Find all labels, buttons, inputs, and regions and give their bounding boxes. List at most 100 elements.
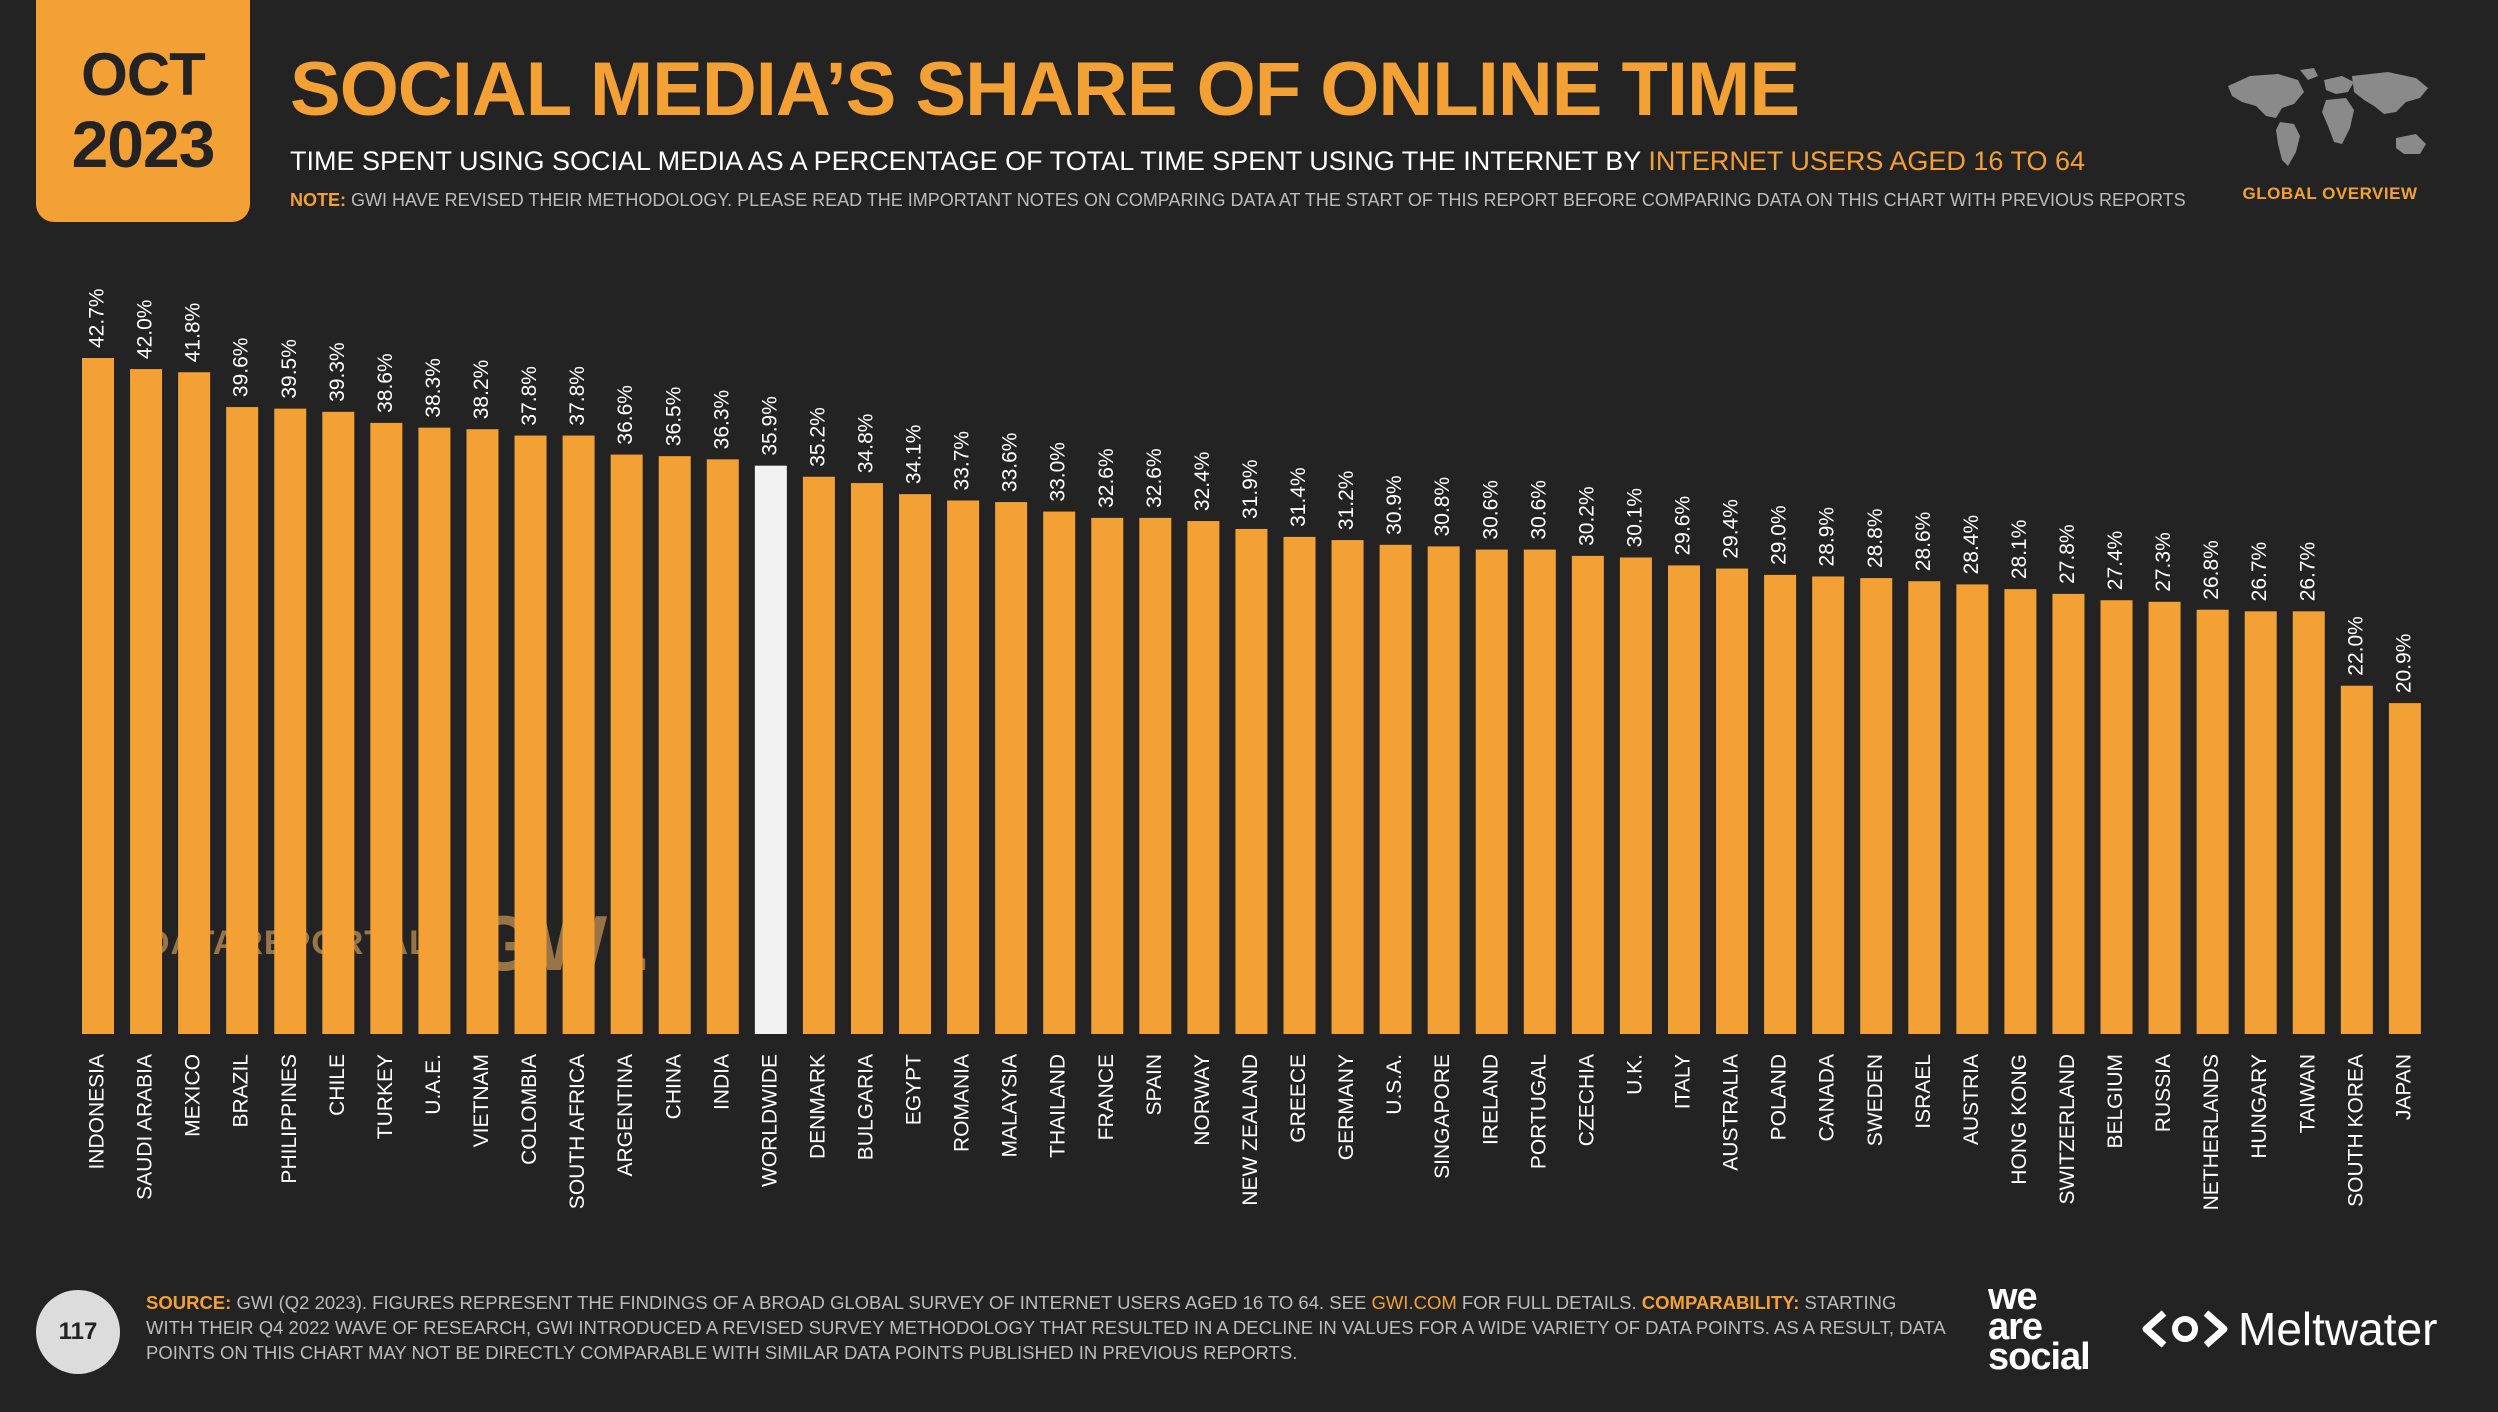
- world-map-icon: [2228, 68, 2428, 166]
- category-label: TURKEY: [374, 1054, 397, 1139]
- category-label: SWITZERLAND: [2056, 1054, 2079, 1205]
- value-label: 30.6%: [1527, 480, 1550, 540]
- we-are-social-logo: we are social: [1988, 1278, 2091, 1378]
- bar-hungary: [2244, 611, 2277, 1034]
- category-label: SWEDEN: [1864, 1054, 1887, 1146]
- category-label: IRELAND: [1479, 1054, 1502, 1145]
- bar-sweden: [1860, 578, 1893, 1034]
- bar-canada: [1812, 576, 1845, 1034]
- category-label: EGYPT: [903, 1054, 926, 1125]
- bar-turkey: [370, 422, 403, 1034]
- category-label: AUSTRALIA: [1720, 1054, 1743, 1171]
- value-label: 20.9%: [2392, 634, 2415, 694]
- value-label: 28.6%: [1912, 512, 1935, 572]
- source-text-1: GWI (Q2 2023). FIGURES REPRESENT THE FIN…: [231, 1292, 1372, 1313]
- bar-south-korea: [2340, 685, 2373, 1034]
- category-label: WORLDWIDE: [758, 1054, 781, 1187]
- value-label: 36.6%: [614, 385, 637, 445]
- value-label: 22.0%: [2344, 616, 2367, 676]
- category-label: COLOMBIA: [518, 1054, 541, 1165]
- methodology-note: NOTE: GWI HAVE REVISED THEIR METHODOLOGY…: [290, 190, 2186, 211]
- category-label: CHINA: [662, 1054, 685, 1119]
- value-label: 27.4%: [2104, 531, 2127, 591]
- comparability-text: STARTING WITH THEIR Q4 2022 WAVE OF RESE…: [146, 1292, 1945, 1363]
- value-label: 38.6%: [374, 353, 397, 413]
- value-label: 26.7%: [2248, 542, 2271, 602]
- value-label: 32.6%: [1095, 448, 1118, 508]
- category-label: PHILIPPINES: [278, 1054, 301, 1184]
- source-note: SOURCE: GWI (Q2 2023). FIGURES REPRESENT…: [146, 1290, 1946, 1365]
- bar-hong-kong: [2004, 589, 2037, 1034]
- meltwater-wordmark: Meltwater: [2238, 1303, 2438, 1355]
- bar-philippines: [274, 408, 307, 1035]
- global-overview-label: GLOBAL OVERVIEW: [2242, 184, 2418, 203]
- bar-australia: [1716, 568, 1749, 1034]
- note-text: GWI HAVE REVISED THEIR METHODOLOGY. PLEA…: [346, 190, 2186, 210]
- logo-social: social: [1988, 1336, 2091, 1378]
- value-label: 26.7%: [2296, 542, 2319, 602]
- category-label: ITALY: [1672, 1054, 1695, 1109]
- category-label: NORWAY: [1191, 1054, 1214, 1146]
- bar-italy: [1667, 565, 1700, 1034]
- global-overview-badge: GLOBAL OVERVIEW: [2210, 64, 2450, 214]
- bar-china: [658, 456, 691, 1035]
- bar-u-s-a: [1379, 544, 1412, 1034]
- bar-japan: [2388, 703, 2421, 1034]
- category-label: TAIWAN: [2296, 1054, 2319, 1133]
- bar-belgium: [2100, 600, 2133, 1034]
- category-label: POLAND: [1768, 1054, 1791, 1140]
- bar-egypt: [899, 494, 932, 1034]
- category-label: HONG KONG: [2008, 1054, 2031, 1185]
- value-label: 28.1%: [2008, 520, 2031, 580]
- meltwater-mark-icon: [2142, 1310, 2228, 1348]
- bar-romania: [947, 500, 980, 1034]
- category-label: AUSTRIA: [1960, 1054, 1983, 1145]
- category-label: GERMANY: [1335, 1054, 1358, 1160]
- category-label: THAILAND: [1047, 1054, 1070, 1158]
- value-label: 41.8%: [182, 303, 205, 363]
- bar-u-k: [1619, 557, 1652, 1034]
- bar-poland: [1764, 574, 1797, 1034]
- bar-taiwan: [2292, 611, 2325, 1034]
- value-label: 28.9%: [1816, 507, 1839, 567]
- category-label: RUSSIA: [2152, 1054, 2175, 1132]
- bar-norway: [1187, 521, 1220, 1034]
- bar-ireland: [1475, 549, 1508, 1034]
- value-label: 37.8%: [566, 366, 589, 426]
- category-label: CHILE: [326, 1054, 349, 1116]
- bar-portugal: [1523, 549, 1556, 1034]
- bar-vietnam: [466, 429, 499, 1034]
- value-label: 30.1%: [1623, 488, 1646, 548]
- note-label: NOTE:: [290, 190, 346, 210]
- category-label: JAPAN: [2392, 1054, 2415, 1120]
- subtitle-highlight: INTERNET USERS AGED 16 TO 64: [1648, 146, 2085, 176]
- source-text-2: FOR FULL DETAILS.: [1456, 1292, 1642, 1313]
- meltwater-logo: Meltwater: [2142, 1302, 2437, 1356]
- category-label: U.K.: [1623, 1054, 1646, 1095]
- date-year: 2023: [71, 107, 216, 181]
- bar-germany: [1331, 540, 1364, 1034]
- value-label: 33.0%: [1047, 442, 1070, 502]
- bar-colombia: [514, 435, 547, 1035]
- bar-worldwide: [754, 465, 787, 1034]
- category-label: BULGARIA: [855, 1054, 878, 1160]
- value-label: 32.4%: [1191, 452, 1214, 512]
- value-label: 29.4%: [1720, 499, 1743, 559]
- value-label: 33.6%: [999, 433, 1022, 493]
- value-label: 35.2%: [806, 407, 829, 467]
- category-label: SAUDI ARABIA: [134, 1054, 157, 1200]
- bar-austria: [1956, 584, 1989, 1034]
- category-label: U.A.E.: [422, 1054, 445, 1115]
- bar-czechia: [1571, 555, 1604, 1034]
- value-label: 30.9%: [1383, 475, 1406, 535]
- value-label: 34.8%: [855, 414, 878, 474]
- category-label: NEW ZEALAND: [1239, 1054, 1262, 1206]
- value-label: 29.0%: [1768, 505, 1791, 565]
- bar-singapore: [1427, 546, 1460, 1034]
- value-label: 35.9%: [758, 396, 781, 456]
- bar-mexico: [178, 372, 211, 1034]
- bar-israel: [1908, 581, 1941, 1034]
- value-label: 38.2%: [470, 360, 493, 420]
- source-link[interactable]: GWI.COM: [1371, 1292, 1457, 1313]
